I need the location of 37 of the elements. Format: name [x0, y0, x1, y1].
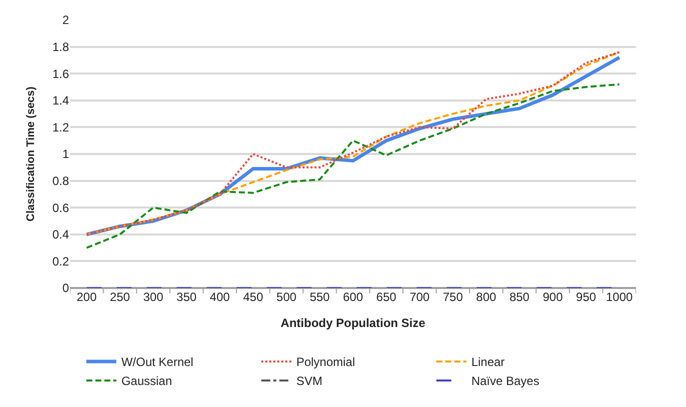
y-tick-label: 1.2 [52, 120, 70, 134]
x-tick-label: 650 [376, 290, 397, 304]
x-tick-label: 600 [342, 290, 364, 304]
x-tick-label: 1000 [606, 290, 634, 304]
x-tick-label: 500 [276, 290, 297, 304]
x-tick-label: 350 [176, 290, 197, 304]
legend-label: Polynomial [296, 355, 356, 370]
x-tick-label: 200 [76, 290, 97, 304]
y-tick-label: 0.2 [52, 254, 70, 268]
line-series [86, 83, 620, 249]
y-tick-label: 2 [62, 13, 70, 28]
x-tick-label: 800 [476, 290, 497, 304]
legend-label: Gaussian [121, 374, 172, 388]
x-tick-label: 850 [509, 290, 530, 304]
y-tick-label: 0.6 [52, 200, 70, 215]
x-tick-label: 750 [442, 290, 464, 304]
x-axis-title: Antibody Population Size [280, 316, 426, 330]
y-tick-label: 0.8 [52, 174, 70, 188]
legend-label: W/Out Kernel [121, 355, 194, 370]
x-tick-label: 900 [542, 290, 564, 304]
x-tick-label: 250 [110, 290, 130, 304]
y-tick-label: 1 [62, 147, 70, 162]
x-tick-label: 550 [310, 290, 330, 304]
y-tick-label: 1.6 [52, 66, 70, 81]
legend-label: Naïve Bayes [471, 374, 540, 388]
legend-label: Linear [471, 355, 505, 370]
y-tick-label: 0 [62, 281, 70, 296]
y-axis-title: Classification Time (secs) [24, 86, 37, 222]
x-tick-label: 950 [576, 290, 596, 304]
x-tick-label: 300 [143, 290, 164, 304]
x-tick-label: 700 [410, 290, 430, 304]
x-tick-label: 400 [210, 290, 230, 304]
y-tick-label: 1.4 [52, 94, 70, 108]
x-tick-label: 450 [243, 290, 264, 304]
y-tick-label: 0.4 [52, 228, 70, 242]
legend-label: SVM [296, 374, 322, 388]
y-tick-label: 1.8 [52, 40, 70, 54]
